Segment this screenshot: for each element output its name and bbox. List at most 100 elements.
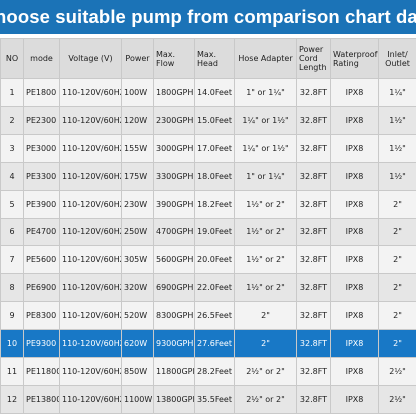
cell-hose-adapter: 1½" or 2" bbox=[234, 189, 297, 219]
cell-max-head: 15.0Feet bbox=[194, 105, 235, 135]
cell-max-flow: 8300GPH bbox=[153, 301, 195, 331]
header-hose-adapter: Hose Adapter bbox=[234, 38, 297, 79]
cell-voltage: 110-120V/60HZ bbox=[59, 329, 122, 359]
cell-voltage: 110-120V/60HZ bbox=[59, 133, 122, 163]
cell-waterproof-rating: IPX8 bbox=[330, 133, 379, 163]
cell-mode: PE11800 bbox=[23, 357, 60, 386]
cell-inlet-outlet: 2" bbox=[378, 301, 416, 331]
cell-power: 120W bbox=[121, 105, 154, 135]
cell-voltage: 110-120V/60HZ bbox=[59, 189, 122, 219]
cell-inlet-outlet: 1½" bbox=[378, 133, 416, 163]
cell-no: 3 bbox=[0, 133, 24, 163]
cell-mode: PE3900 bbox=[23, 189, 60, 219]
cell-waterproof-rating: IPX8 bbox=[330, 105, 379, 135]
cell-power-cord-length: 32.8FT bbox=[296, 217, 331, 247]
cell-power: 230W bbox=[121, 189, 154, 219]
table-header-row: NO mode Voltage (V) Power Max. Flow Max.… bbox=[0, 38, 416, 79]
cell-waterproof-rating: IPX8 bbox=[330, 78, 379, 107]
cell-mode: PE2300 bbox=[23, 105, 60, 135]
cell-power: 100W bbox=[121, 78, 154, 107]
cell-inlet-outlet: 2" bbox=[378, 273, 416, 303]
table-row-highlighted: 10 PE9300 110-120V/60HZ 620W 9300GPH 27.6Feet… bbox=[0, 329, 416, 359]
cell-hose-adapter: 2" bbox=[234, 301, 297, 331]
cell-max-flow: 4700GPH bbox=[153, 217, 195, 247]
cell-max-flow: 11800GPH bbox=[153, 357, 195, 386]
cell-hose-adapter: 2½" or 2" bbox=[234, 357, 297, 386]
cell-max-flow: 9300GPH bbox=[153, 329, 195, 359]
cell-inlet-outlet: 2" bbox=[378, 189, 416, 219]
header-inlet-outlet: Inlet/ Outlet bbox=[378, 38, 416, 79]
cell-waterproof-rating: IPX8 bbox=[330, 384, 379, 414]
cell-hose-adapter: 1½" or 2" bbox=[234, 273, 297, 303]
page-title: Choose suitable pump from comparison cha… bbox=[0, 6, 416, 27]
cell-no: 8 bbox=[0, 273, 24, 303]
cell-waterproof-rating: IPX8 bbox=[330, 301, 379, 331]
cell-voltage: 110-120V/60HZ bbox=[59, 357, 122, 386]
cell-hose-adapter: 2½" or 2" bbox=[234, 384, 297, 414]
cell-mode: PE6900 bbox=[23, 273, 60, 303]
cell-max-flow: 3900GPH bbox=[153, 189, 195, 219]
cell-hose-adapter: 1½" or 2" bbox=[234, 245, 297, 275]
cell-max-head: 18.0Feet bbox=[194, 161, 235, 191]
cell-voltage: 110-120V/60HZ bbox=[59, 161, 122, 191]
cell-power-cord-length: 32.8FT bbox=[296, 189, 331, 219]
cell-no: 11 bbox=[0, 357, 24, 386]
cell-power-cord-length: 32.8FT bbox=[296, 273, 331, 303]
header-max-flow: Max. Flow bbox=[153, 38, 195, 79]
cell-max-head: 19.0Feet bbox=[194, 217, 235, 247]
cell-voltage: 110-120V/60HZ bbox=[59, 78, 122, 107]
cell-no: 12 bbox=[0, 384, 24, 414]
cell-voltage: 110-120V/60HZ bbox=[59, 273, 122, 303]
cell-no: 2 bbox=[0, 105, 24, 135]
table-row: 9 PE8300 110-120V/60HZ 520W 8300GPH 26.5Feet 2… bbox=[0, 301, 416, 331]
table-row: 11 PE11800 110-120V/60HZ 850W 11800GPH 28.2Fe… bbox=[0, 357, 416, 386]
cell-max-head: 17.0Feet bbox=[194, 133, 235, 163]
cell-voltage: 110-120V/60HZ bbox=[59, 217, 122, 247]
cell-max-flow: 13800GPH bbox=[153, 384, 195, 414]
cell-max-head: 28.2Feet bbox=[194, 357, 235, 386]
table-row: 5 PE3900 110-120V/60HZ 230W 3900GPH 18.2Feet 1… bbox=[0, 189, 416, 219]
table-row: 4 PE3300 110-120V/60HZ 175W 3300GPH 18.0Feet 1… bbox=[0, 161, 416, 191]
header-power-cord-length: Power Cord Length bbox=[296, 38, 331, 79]
cell-inlet-outlet: 1¼" bbox=[378, 78, 416, 107]
cell-voltage: 110-120V/60HZ bbox=[59, 301, 122, 331]
cell-power-cord-length: 32.8FT bbox=[296, 329, 331, 359]
cell-no: 1 bbox=[0, 78, 24, 107]
cell-power-cord-length: 32.8FT bbox=[296, 161, 331, 191]
cell-power-cord-length: 32.8FT bbox=[296, 245, 331, 275]
cell-inlet-outlet: 2½" bbox=[378, 357, 416, 386]
cell-power-cord-length: 32.8FT bbox=[296, 301, 331, 331]
cell-mode: PE3000 bbox=[23, 133, 60, 163]
cell-power: 520W bbox=[121, 301, 154, 331]
cell-max-flow: 1800GPH bbox=[153, 78, 195, 107]
cell-power-cord-length: 32.8FT bbox=[296, 357, 331, 386]
cell-no: 9 bbox=[0, 301, 24, 331]
table-row: 12 PE13800 110-120V/60HZ 1100W 13800GPH 35.5F… bbox=[0, 384, 416, 414]
cell-hose-adapter: 1¼" or 1½" bbox=[234, 133, 297, 163]
cell-waterproof-rating: IPX8 bbox=[330, 245, 379, 275]
cell-hose-adapter: 1¼" or 1½" bbox=[234, 105, 297, 135]
cell-hose-adapter: 2" bbox=[234, 329, 297, 359]
cell-inlet-outlet: 1½" bbox=[378, 105, 416, 135]
cell-mode: PE3300 bbox=[23, 161, 60, 191]
header-power: Power bbox=[121, 38, 154, 79]
table-row: 6 PE4700 110-120V/60HZ 250W 4700GPH 19.0Feet 1… bbox=[0, 217, 416, 247]
cell-power: 250W bbox=[121, 217, 154, 247]
cell-mode: PE9300 bbox=[23, 329, 60, 359]
cell-no: 6 bbox=[0, 217, 24, 247]
cell-voltage: 110-120V/60HZ bbox=[59, 384, 122, 414]
cell-inlet-outlet: 2" bbox=[378, 329, 416, 359]
table-row: 3 PE3000 110-120V/60HZ 155W 3000GPH 17.0Feet 1… bbox=[0, 133, 416, 163]
cell-power: 320W bbox=[121, 273, 154, 303]
cell-power-cord-length: 32.8FT bbox=[296, 384, 331, 414]
cell-hose-adapter: 1" or 1¼" bbox=[234, 78, 297, 107]
cell-no: 7 bbox=[0, 245, 24, 275]
cell-waterproof-rating: IPX8 bbox=[330, 357, 379, 386]
header-waterproof-rating: Waterproof Rating bbox=[330, 38, 379, 79]
cell-hose-adapter: 1½" or 2" bbox=[234, 217, 297, 247]
cell-max-head: 22.0Feet bbox=[194, 273, 235, 303]
cell-mode: PE1800 bbox=[23, 78, 60, 107]
cell-max-flow: 5600GPH bbox=[153, 245, 195, 275]
cell-no: 4 bbox=[0, 161, 24, 191]
header-voltage: Voltage (V) bbox=[59, 38, 122, 79]
